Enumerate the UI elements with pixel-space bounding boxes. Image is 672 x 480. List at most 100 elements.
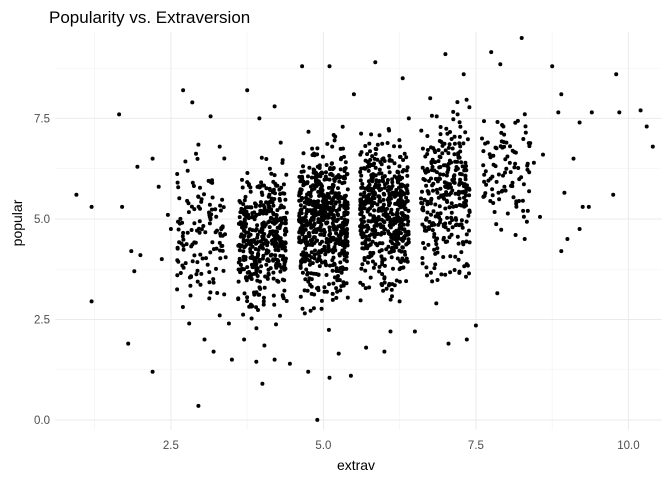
data-point xyxy=(437,204,442,209)
data-point xyxy=(223,255,228,260)
data-point xyxy=(326,243,331,248)
data-point xyxy=(360,199,365,204)
data-point xyxy=(528,141,533,146)
data-point xyxy=(562,190,567,195)
data-point xyxy=(192,253,197,258)
data-point xyxy=(195,268,200,273)
data-point xyxy=(589,110,594,115)
data-point xyxy=(457,134,462,139)
data-point xyxy=(298,240,303,245)
data-point xyxy=(332,138,337,143)
data-point xyxy=(267,166,272,171)
data-point xyxy=(493,145,498,150)
data-point xyxy=(188,283,193,288)
data-point xyxy=(249,250,254,255)
data-point xyxy=(460,225,465,230)
data-point xyxy=(283,248,288,253)
data-point xyxy=(405,222,410,227)
axis-ticks: 2.5 5.0 7.5 10.0 0.0 2.5 5.0 7.5 xyxy=(34,113,640,452)
data-point xyxy=(428,201,433,206)
data-point xyxy=(318,232,323,237)
data-point xyxy=(395,169,400,174)
data-point xyxy=(447,158,452,163)
data-point xyxy=(511,195,516,200)
data-point xyxy=(365,159,370,164)
data-point xyxy=(260,192,265,197)
data-point xyxy=(388,297,393,302)
data-point xyxy=(398,224,403,229)
data-point xyxy=(260,381,265,386)
data-point xyxy=(250,214,255,219)
data-point xyxy=(425,199,430,204)
data-point xyxy=(380,272,385,276)
data-point xyxy=(359,226,364,231)
data-point xyxy=(381,219,386,224)
data-point xyxy=(391,222,396,227)
data-point xyxy=(453,191,458,196)
data-point xyxy=(126,341,131,346)
data-point xyxy=(190,180,195,185)
data-point xyxy=(303,214,308,219)
x-axis-title: extrav xyxy=(337,457,375,473)
data-point xyxy=(208,216,213,220)
data-point xyxy=(255,240,260,244)
data-point xyxy=(387,158,392,163)
data-point xyxy=(361,282,365,287)
data-point xyxy=(362,256,367,260)
data-point xyxy=(391,266,395,271)
data-point xyxy=(437,165,442,170)
data-point xyxy=(343,160,348,165)
data-point xyxy=(304,251,309,256)
data-point xyxy=(396,236,401,241)
data-point xyxy=(257,185,262,190)
data-point xyxy=(433,150,438,155)
data-point xyxy=(423,154,428,159)
data-point xyxy=(406,240,411,245)
data-point xyxy=(377,183,382,188)
data-point xyxy=(218,208,223,213)
data-point xyxy=(333,226,338,231)
data-point xyxy=(282,278,287,283)
data-point xyxy=(309,225,314,230)
data-point xyxy=(503,188,508,193)
data-point xyxy=(424,228,429,233)
data-point xyxy=(303,259,307,264)
data-point xyxy=(484,182,489,187)
data-point xyxy=(180,305,185,309)
data-point xyxy=(307,258,312,263)
data-point xyxy=(420,189,424,194)
data-point xyxy=(438,186,443,191)
data-point xyxy=(405,173,410,178)
data-point xyxy=(420,256,425,260)
data-point xyxy=(380,256,385,261)
data-point xyxy=(298,229,303,234)
data-point xyxy=(300,306,305,311)
data-point xyxy=(176,227,181,232)
data-point xyxy=(385,206,389,211)
y-axis-title: popular xyxy=(9,199,25,246)
data-point xyxy=(420,207,425,212)
data-point xyxy=(527,189,532,194)
data-point xyxy=(382,276,387,281)
data-point xyxy=(397,267,402,272)
data-point xyxy=(271,257,276,262)
data-point xyxy=(495,291,500,296)
data-point xyxy=(175,245,180,250)
data-point xyxy=(191,184,196,188)
data-point xyxy=(435,236,440,241)
data-point xyxy=(399,220,404,225)
data-point xyxy=(280,158,285,163)
data-point xyxy=(559,92,564,97)
data-point xyxy=(304,267,309,272)
data-point xyxy=(428,96,433,101)
data-point xyxy=(481,163,486,168)
data-point xyxy=(211,280,216,285)
data-point xyxy=(452,152,457,157)
data-point xyxy=(210,240,215,245)
data-point xyxy=(440,151,445,156)
data-point xyxy=(510,180,515,185)
data-point xyxy=(404,195,409,200)
data-point xyxy=(221,205,226,210)
data-point xyxy=(320,192,325,197)
data-point xyxy=(459,172,464,177)
